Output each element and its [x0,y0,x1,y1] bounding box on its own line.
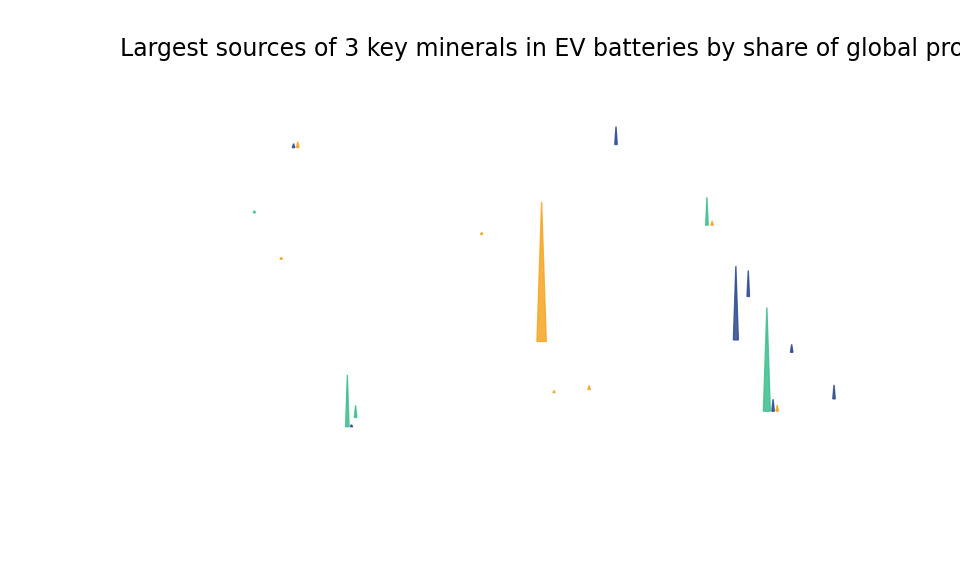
Polygon shape [588,385,590,390]
Polygon shape [747,270,750,297]
Polygon shape [553,391,555,392]
Polygon shape [537,202,546,342]
Polygon shape [832,385,835,399]
Polygon shape [710,221,713,225]
Polygon shape [346,375,349,427]
Polygon shape [614,127,617,144]
Polygon shape [763,308,770,411]
Polygon shape [253,211,255,213]
Polygon shape [733,266,738,340]
Polygon shape [790,345,793,352]
Polygon shape [350,425,352,427]
Polygon shape [706,197,708,225]
Polygon shape [480,232,483,234]
Polygon shape [297,142,299,148]
Polygon shape [772,399,775,411]
Text: Largest sources of 3 key minerals in EV batteries by share of global production: Largest sources of 3 key minerals in EV … [120,37,960,61]
Polygon shape [280,258,282,259]
Polygon shape [776,405,779,411]
Polygon shape [354,405,357,418]
Polygon shape [293,144,295,148]
